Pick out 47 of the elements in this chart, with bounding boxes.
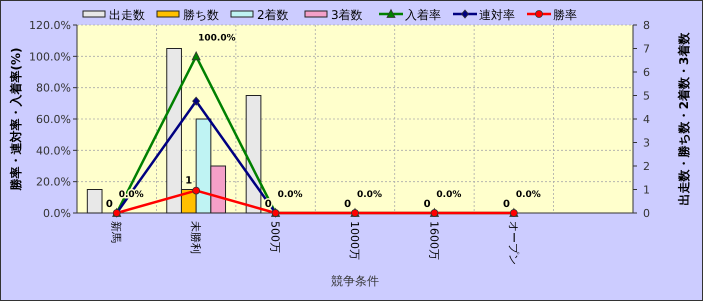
legend-label: 出走数 (109, 8, 145, 22)
x-tick-label: 500万 (268, 221, 282, 253)
legend-label: 勝率 (553, 8, 577, 22)
y-tick-label: 100.0% (29, 50, 71, 64)
bar (166, 48, 182, 214)
legend-label: 2着数 (257, 8, 289, 22)
y2-tick-label: 2 (643, 160, 650, 173)
y-tick-label: 20.0% (36, 176, 71, 189)
point (192, 51, 201, 60)
y2-tick-label: 3 (643, 136, 650, 150)
y2-tick-label: 7 (643, 42, 650, 56)
data-label: 0.0% (516, 190, 541, 200)
data-label: 0.0% (278, 190, 303, 200)
x-tick-label: 1600万 (427, 221, 440, 260)
y2-tick-label: 1 (643, 184, 650, 196)
y2-tick-label: 6 (643, 66, 650, 79)
data-label: 0 (424, 199, 431, 210)
point (192, 96, 200, 106)
data-label: 0 (344, 199, 352, 210)
data-label: 1 (185, 176, 192, 186)
data-label: 0 (106, 199, 113, 210)
y2-tick-label: 0 (643, 207, 650, 220)
y-tick-label: 40.0% (36, 144, 71, 158)
legend-label: 勝ち数 (183, 8, 219, 22)
legend-label: 3着数 (331, 8, 363, 22)
y-tick-label: 60.0% (36, 113, 71, 126)
point (192, 186, 200, 194)
legend-label: 連対率 (479, 8, 515, 22)
x-tick-label: オープン (506, 221, 520, 265)
y2-tick-label: 8 (643, 19, 650, 32)
y-tick-label: 0.0% (43, 207, 71, 220)
y-tick-label: 80.0% (36, 82, 71, 95)
y2-tick-label: 4 (643, 113, 650, 126)
data-label: 0 (503, 199, 510, 210)
y-axis-title: 勝率・連対率・入着率(%) (9, 48, 23, 192)
legend-label: 入着率 (405, 8, 441, 22)
x-tick-label: 1000万 (348, 221, 361, 260)
y-tick-label: 120.0% (29, 19, 71, 32)
data-label: 100.0% (198, 33, 236, 44)
data-label: 0.0% (357, 190, 382, 200)
y2-axis-title: 出走数・勝ち数・2着数・3着数 (677, 32, 691, 206)
bar (86, 189, 103, 214)
y2-tick-label: 5 (643, 90, 650, 102)
x-tick-label: 未勝利 (189, 221, 202, 254)
data-label: 0.0% (436, 190, 462, 200)
x-tick-label: 新馬 (110, 221, 123, 243)
x-axis-title: 競争条件 (331, 274, 379, 288)
